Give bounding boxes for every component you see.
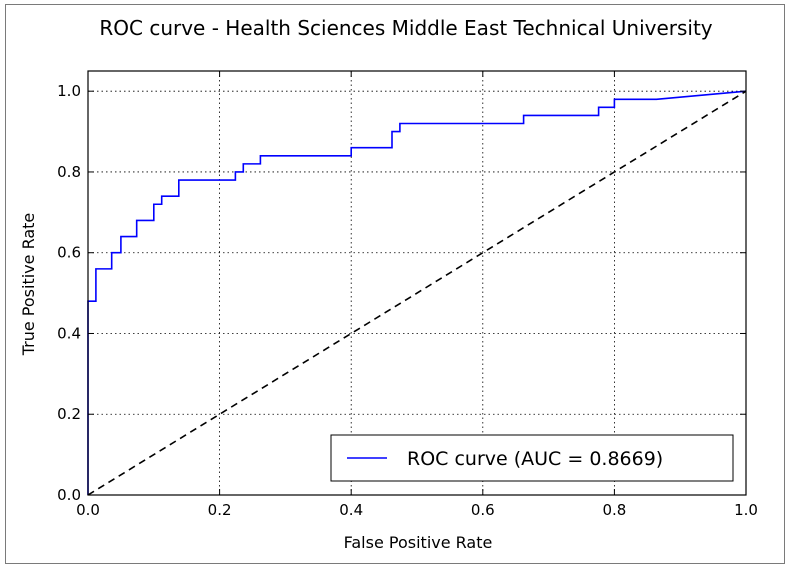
- chart-title: ROC curve - Health Sciences Middle East …: [99, 16, 712, 40]
- legend-box: [330, 434, 734, 482]
- x-tick-label: 0.4: [339, 501, 363, 519]
- y-tick-label: 0.6: [57, 244, 81, 262]
- y-tick-label: 0.2: [57, 405, 81, 423]
- plot-series: [87, 90, 747, 496]
- legend: ROC curve (AUC = 0.8669): [330, 434, 734, 482]
- roc-curve-line: [87, 90, 747, 495]
- x-tick-label: 1.0: [734, 501, 758, 519]
- x-tick-label: 0.0: [76, 501, 100, 519]
- plot-border: [87, 70, 747, 496]
- x-tick-label: 0.6: [471, 501, 495, 519]
- chance-diagonal-line: [87, 90, 747, 496]
- x-axis-label: False Positive Rate: [344, 533, 493, 552]
- legend-label-roc: ROC curve (AUC = 0.8669): [407, 448, 663, 470]
- axis-tick-labels: 0.0 0.2 0.4 0.6 0.8 1.0 0.0 0.2 0.4 0.6 0.8 1.0: [57, 82, 758, 519]
- y-tick-label: 1.0: [57, 82, 81, 100]
- x-tick-label: 0.8: [602, 501, 626, 519]
- y-tick-label: 0.8: [57, 163, 81, 181]
- y-axis-label: True Positive Rate: [19, 213, 38, 357]
- x-tick-label: 0.2: [208, 501, 232, 519]
- y-tick-label: 0.4: [57, 324, 81, 342]
- axis-ticks: [87, 71, 747, 496]
- y-tick-label: 0.0: [57, 486, 81, 504]
- grid-lines: [87, 71, 747, 496]
